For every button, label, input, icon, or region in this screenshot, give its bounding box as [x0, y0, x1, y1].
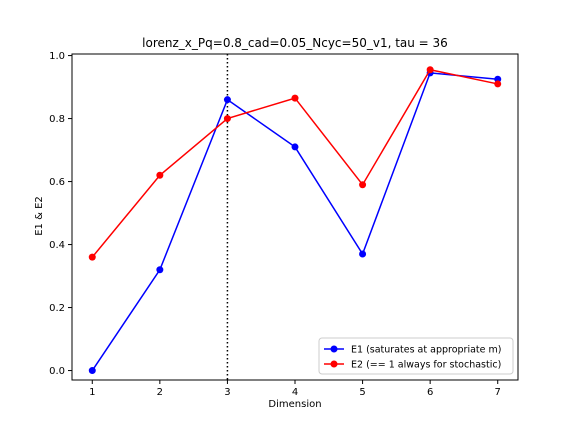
series-2-point — [88, 253, 96, 261]
legend-swatch-marker — [330, 345, 338, 353]
axes-frame — [71, 53, 519, 381]
series-line-1 — [91, 72, 498, 371]
legend-entry-1: E1 (saturates at appropriate m) — [351, 345, 501, 356]
series-2-point — [426, 66, 434, 74]
x-tick-label: 1 — [89, 387, 95, 398]
series-1-point — [291, 143, 299, 151]
x-tick-label: 7 — [495, 387, 501, 398]
legend-entry-2: E2 (== 1 always for stochastic) — [351, 360, 501, 371]
legend-box — [318, 337, 514, 375]
y-tick-label: 0.2 — [49, 303, 65, 314]
series-2-point — [359, 181, 367, 189]
y-tick-label: 0.4 — [49, 240, 65, 251]
legend-swatch-marker — [330, 360, 338, 368]
series-1-point — [88, 367, 96, 375]
x-tick-label: 4 — [292, 387, 298, 398]
series-2-point — [494, 80, 502, 88]
y-tick-label: 0.8 — [49, 114, 65, 125]
series-1-point — [223, 96, 231, 104]
plot-area: 1 2 3 4 5 6 7 0.0 0.2 0.4 0.6 0.8 1.0 — [49, 51, 519, 398]
series-2-point — [156, 171, 164, 179]
series-2-point — [223, 115, 231, 123]
x-tick-label: 6 — [427, 387, 433, 398]
x-tick-label: 3 — [224, 387, 230, 398]
x-axis-label: Dimension — [268, 399, 321, 410]
x-tick-label: 2 — [157, 387, 163, 398]
x-tick-label: 5 — [359, 387, 365, 398]
y-tick-label: 0.0 — [49, 366, 65, 377]
y-tick-label: 0.6 — [49, 177, 65, 188]
series-2-point — [291, 94, 299, 102]
legend: E1 (saturates at appropriate m) E2 (== 1 … — [318, 337, 514, 375]
y-axis-label: E1 & E2 — [34, 196, 45, 236]
y-tick-label: 1.0 — [49, 51, 65, 62]
chart-title: lorenz_x_Pq=0.8_cad=0.05_Ncyc=50_v1, tau… — [142, 36, 448, 50]
series-1-point — [156, 266, 164, 274]
series-1-point — [359, 250, 367, 258]
